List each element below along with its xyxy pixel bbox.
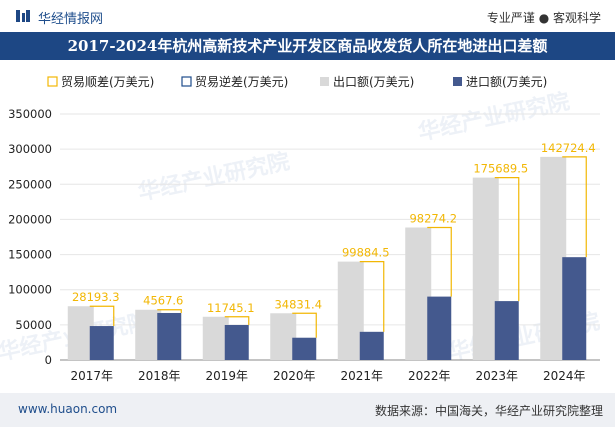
y-tick-label: 250000 bbox=[8, 177, 52, 191]
x-tick-label: 2019年 bbox=[205, 369, 248, 383]
footer-source: 数据来源：中国海关，华经产业研究院整理 bbox=[374, 404, 603, 418]
footer-website: www.huaon.com bbox=[18, 402, 118, 416]
footer: www.huaon.com 数据来源：中国海关，华经产业研究院整理 bbox=[0, 393, 615, 427]
top-bar: 华经情报网 专业严谨 ● 客观科学 bbox=[0, 0, 615, 32]
surplus-label: 98274.2 bbox=[409, 212, 457, 226]
surplus-label: 175689.5 bbox=[473, 162, 528, 176]
y-tick-label: 100000 bbox=[8, 283, 52, 297]
legend-swatch-deficit bbox=[181, 76, 192, 87]
chart-legend: 贸易顺差(万美元) 贸易逆差(万美元) 出口额(万美元) 进口额(万美元) bbox=[47, 74, 547, 89]
surplus-label: 11745.1 bbox=[207, 301, 255, 315]
bars: 28193.3 4567.6 11745.1 34831.4 99884.5 98274.… bbox=[67, 141, 596, 360]
legend-label-deficit: 贸易逆差(万美元) bbox=[195, 74, 288, 89]
export-bar bbox=[67, 306, 94, 360]
x-axis: 2017年 2018年 2019年 2020年 2021年 2022年 2023年 2024年 bbox=[70, 369, 585, 383]
x-tick-label: 2020年 bbox=[273, 369, 316, 383]
y-tick-label: 50000 bbox=[15, 318, 52, 332]
export-bar bbox=[202, 316, 229, 360]
surplus-label: 99884.5 bbox=[342, 246, 390, 260]
x-tick-label: 2021年 bbox=[340, 369, 383, 383]
legend-swatch-export bbox=[320, 77, 329, 86]
watermark-text: 华经产业研究院 bbox=[416, 88, 572, 145]
x-tick-label: 2017年 bbox=[70, 369, 113, 383]
y-axis: 0 50000 100000 150000 200000 250000 300000 3500… bbox=[8, 107, 52, 367]
export-bar bbox=[405, 227, 432, 360]
surplus-bracket bbox=[89, 305, 115, 327]
surplus-bracket bbox=[224, 316, 250, 325]
export-bar bbox=[540, 156, 567, 360]
surplus-label: 34831.4 bbox=[274, 297, 322, 311]
y-tick-label: 0 bbox=[45, 353, 52, 367]
y-tick-label: 300000 bbox=[8, 142, 52, 156]
import-bar bbox=[494, 301, 519, 360]
y-tick-label: 150000 bbox=[8, 248, 52, 262]
import-bar bbox=[89, 326, 114, 360]
y-tick-label: 350000 bbox=[8, 107, 52, 121]
surplus-label: 28193.3 bbox=[72, 290, 120, 304]
x-tick-label: 2022年 bbox=[408, 369, 451, 383]
legend-swatch-import bbox=[453, 77, 462, 86]
surplus-label: 4567.6 bbox=[143, 294, 183, 308]
surplus-bracket bbox=[157, 309, 182, 313]
export-bar bbox=[472, 177, 499, 360]
surplus-bracket bbox=[292, 312, 317, 338]
x-tick-label: 2018年 bbox=[138, 369, 181, 383]
legend-label-surplus: 贸易顺差(万美元) bbox=[61, 75, 154, 89]
brand-logo-icon bbox=[16, 10, 30, 22]
y-tick-label: 200000 bbox=[8, 212, 52, 226]
x-tick-label: 2023年 bbox=[475, 369, 518, 383]
surplus-bracket bbox=[494, 177, 520, 302]
legend-label-import: 进口额(万美元) bbox=[466, 75, 547, 89]
export-bar bbox=[135, 309, 162, 360]
export-bar bbox=[337, 261, 364, 360]
import-bar bbox=[157, 312, 182, 360]
chart-title: 2017-2024年杭州高新技术产业开发区商品收发货人所在地进出口差额 bbox=[67, 37, 548, 55]
legend-label-export: 出口额(万美元) bbox=[333, 75, 414, 89]
export-bar bbox=[270, 313, 297, 360]
surplus-bracket bbox=[562, 156, 587, 258]
watermark-text: 华经产业研究院 bbox=[136, 148, 292, 205]
brand-name: 华经情报网 bbox=[38, 12, 104, 27]
brand-tagline: 专业严谨 ● 客观科学 bbox=[486, 11, 601, 25]
surplus-label: 142724.4 bbox=[541, 141, 596, 155]
surplus-bracket bbox=[359, 261, 385, 332]
title-bar: 2017-2024年杭州高新技术产业开发区商品收发货人所在地进出口差额 bbox=[0, 32, 615, 60]
surplus-bracket bbox=[427, 226, 452, 297]
x-tick-label: 2024年 bbox=[543, 369, 586, 383]
import-bar bbox=[427, 296, 452, 360]
chart: 华经产业研究院华经产业研究院华经产业研究院华经产业研究院 贸易顺差(万美元)贸易… bbox=[0, 74, 602, 383]
import-bar bbox=[359, 331, 384, 360]
import-bar bbox=[562, 257, 587, 360]
legend-swatch-surplus bbox=[47, 76, 58, 87]
import-bar bbox=[292, 337, 317, 360]
import-bar bbox=[224, 324, 249, 360]
